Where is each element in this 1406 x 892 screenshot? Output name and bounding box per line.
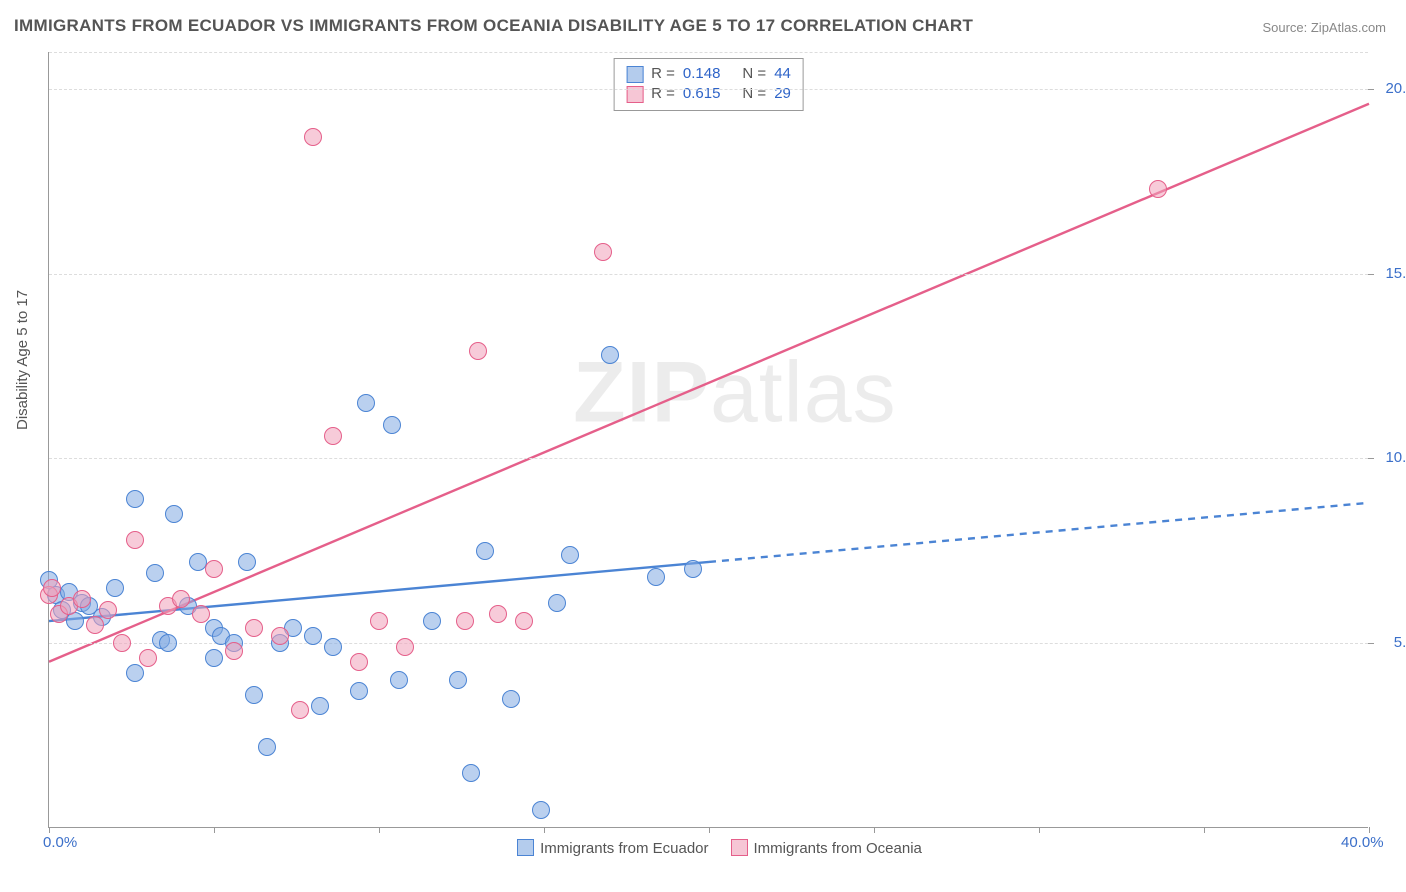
data-point <box>291 701 309 719</box>
y-tick-label: 15.0% <box>1376 265 1406 282</box>
source-label: Source: ZipAtlas.com <box>1262 20 1386 35</box>
data-point <box>126 531 144 549</box>
data-point <box>469 342 487 360</box>
data-point <box>324 638 342 656</box>
y-tick-label: 10.0% <box>1376 449 1406 466</box>
data-point <box>684 560 702 578</box>
data-point <box>390 671 408 689</box>
data-point <box>476 542 494 560</box>
legend-label: Immigrants from Ecuador <box>540 840 708 857</box>
data-point <box>73 590 91 608</box>
data-point <box>324 427 342 445</box>
y-axis-label: Disability Age 5 to 17 <box>14 290 31 430</box>
scatter-plot: ZIPatlas R = 0.148N = 44R = 0.615N = 29 … <box>48 52 1368 828</box>
data-point <box>258 738 276 756</box>
data-point <box>370 612 388 630</box>
data-point <box>205 649 223 667</box>
data-point <box>126 490 144 508</box>
stats-legend: R = 0.148N = 44R = 0.615N = 29 <box>613 58 804 111</box>
x-tick-label: 40.0% <box>1341 834 1384 851</box>
data-point <box>311 697 329 715</box>
data-point <box>502 690 520 708</box>
data-point <box>594 243 612 261</box>
y-tick-label: 5.0% <box>1376 634 1406 651</box>
gridline <box>49 458 1368 459</box>
data-point <box>350 653 368 671</box>
chart-title: IMMIGRANTS FROM ECUADOR VS IMMIGRANTS FR… <box>14 16 973 36</box>
data-point <box>146 564 164 582</box>
gridline <box>49 643 1368 644</box>
data-point <box>383 416 401 434</box>
data-point <box>489 605 507 623</box>
data-point <box>449 671 467 689</box>
data-point <box>139 649 157 667</box>
data-point <box>189 553 207 571</box>
data-point <box>113 634 131 652</box>
data-point <box>165 505 183 523</box>
data-point <box>225 642 243 660</box>
trend-lines <box>49 52 1368 827</box>
legend-swatch <box>731 839 748 856</box>
data-point <box>245 619 263 637</box>
data-point <box>548 594 566 612</box>
data-point <box>245 686 263 704</box>
series-legend: Immigrants from Ecuador Immigrants from O… <box>49 839 1368 857</box>
data-point <box>172 590 190 608</box>
data-point <box>396 638 414 656</box>
x-tick-label: 0.0% <box>43 834 77 851</box>
data-point <box>456 612 474 630</box>
data-point <box>601 346 619 364</box>
data-point <box>462 764 480 782</box>
data-point <box>205 560 223 578</box>
y-tick-label: 20.0% <box>1376 80 1406 97</box>
legend-swatch <box>517 839 534 856</box>
data-point <box>99 601 117 619</box>
data-point <box>350 682 368 700</box>
legend-label: Immigrants from Oceania <box>754 840 922 857</box>
gridline <box>49 274 1368 275</box>
gridline <box>49 89 1368 90</box>
data-point <box>86 616 104 634</box>
data-point <box>357 394 375 412</box>
data-point <box>304 627 322 645</box>
data-point <box>561 546 579 564</box>
data-point <box>192 605 210 623</box>
data-point <box>271 627 289 645</box>
data-point <box>238 553 256 571</box>
legend-swatch <box>626 66 643 83</box>
data-point <box>532 801 550 819</box>
stat-row: R = 0.615N = 29 <box>626 84 791 104</box>
data-point <box>1149 180 1167 198</box>
data-point <box>647 568 665 586</box>
data-point <box>106 579 124 597</box>
data-point <box>43 579 61 597</box>
data-point <box>515 612 533 630</box>
data-point <box>159 634 177 652</box>
stat-row: R = 0.148N = 44 <box>626 64 791 84</box>
data-point <box>304 128 322 146</box>
data-point <box>126 664 144 682</box>
data-point <box>423 612 441 630</box>
